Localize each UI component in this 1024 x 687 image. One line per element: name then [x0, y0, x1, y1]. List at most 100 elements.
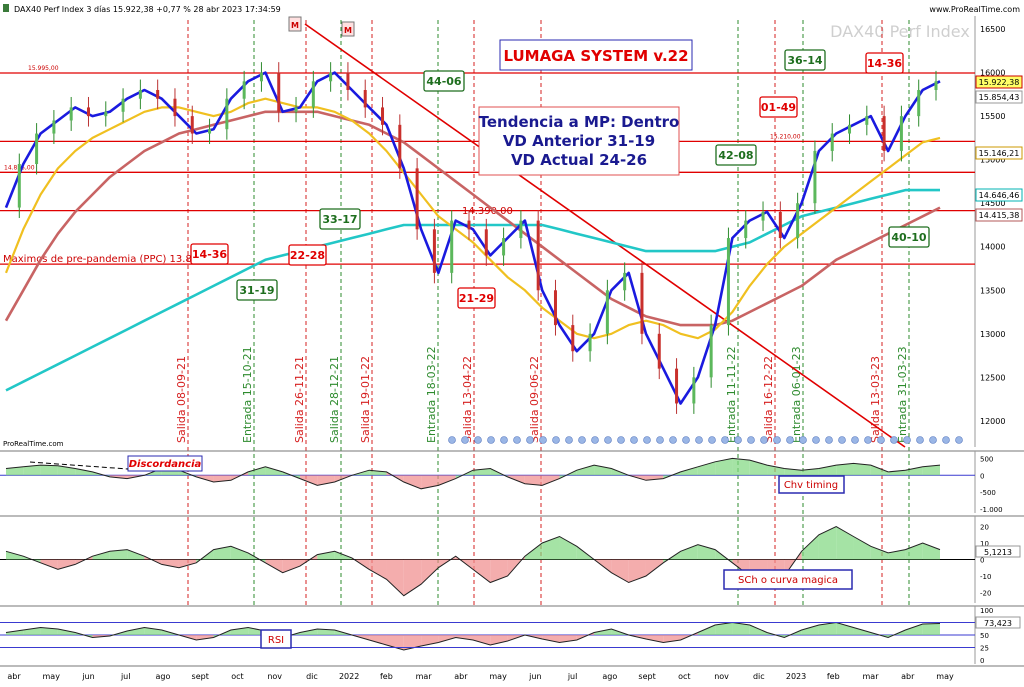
- panel-fill: [75, 468, 93, 476]
- panel-fill: [161, 559, 179, 568]
- event-icon: [578, 436, 586, 444]
- signal-score-box: [190, 243, 229, 265]
- event-icon: [747, 436, 755, 444]
- panel-fill: [40, 465, 58, 476]
- candle-body: [190, 116, 194, 134]
- x-axis-label: oct: [231, 672, 243, 681]
- chv-label: Chv timing: [784, 480, 838, 491]
- event-icon: [643, 436, 651, 444]
- candle-body: [917, 90, 921, 117]
- panel-fill: [559, 536, 577, 560]
- panel-fill: [57, 559, 76, 570]
- panel-fill: [628, 559, 646, 583]
- event-icon: [526, 436, 534, 444]
- panel-fill: [576, 465, 595, 476]
- panel-fill: [697, 461, 716, 476]
- event-icon: [552, 436, 560, 444]
- price-badge-label: 15.854,43: [979, 93, 1020, 102]
- level-label-15995: 15.995,00: [28, 65, 59, 72]
- event-icon: [487, 436, 495, 444]
- x-axis-label: jun: [81, 672, 94, 681]
- panel-fill: [421, 559, 439, 585]
- level-label-14390: 14.390,00: [462, 206, 513, 217]
- rsi-label: RSI: [268, 635, 284, 646]
- panel-fill: [6, 466, 24, 476]
- candle-body: [225, 98, 229, 130]
- candle-body: [398, 124, 402, 169]
- trend-box-line: VD Anterior 31-19: [503, 132, 655, 150]
- panel-fill: [905, 466, 923, 476]
- panel-fill: [732, 622, 750, 635]
- panel-fill: [403, 475, 422, 489]
- rsi-badge: [975, 616, 1021, 629]
- panel-fill: [300, 475, 318, 486]
- panel-fill: [40, 627, 58, 635]
- candle-body: [778, 211, 782, 239]
- signal-label: Salida 26-11-21: [293, 356, 306, 443]
- event-icon: [760, 436, 768, 444]
- event-icon: [708, 436, 716, 444]
- x-axis-label: ago: [602, 672, 617, 681]
- y-tick-label: 13500: [980, 286, 1005, 295]
- x-axis-label: oct: [678, 672, 690, 681]
- candle-body: [329, 72, 333, 82]
- panel-tick: -10: [980, 573, 991, 581]
- panel-fill: [438, 635, 456, 643]
- x-axis-label: dic: [306, 672, 318, 681]
- event-icon: [695, 436, 703, 444]
- candle-body: [259, 72, 263, 82]
- price-badge-label: 14.646,46: [979, 191, 1020, 200]
- signal-score-box: [288, 244, 327, 266]
- price-badge-label: 15.922,38: [979, 78, 1020, 87]
- panel-fill: [836, 622, 854, 635]
- x-axis-label: ago: [156, 672, 171, 681]
- event-icon: [630, 436, 638, 444]
- header-bar: [0, 0, 1024, 16]
- x-axis-label: sept: [638, 672, 655, 681]
- signal-score-label: 01-49: [761, 101, 796, 114]
- candle-body: [381, 107, 385, 125]
- discordancia-line: [29, 461, 129, 470]
- panel-fill: [438, 475, 456, 486]
- panel-tick: 0: [980, 657, 984, 665]
- panel-fill: [749, 625, 768, 635]
- signal-score-label: 44-06: [426, 75, 462, 88]
- x-axis-label: jul: [120, 672, 131, 681]
- panel-fill: [57, 629, 76, 635]
- panel-fill: [905, 543, 923, 560]
- panel-fill: [801, 625, 819, 635]
- signal-score-label: 14-36: [192, 248, 228, 261]
- event-icon: [461, 436, 469, 444]
- signal-score-box: [457, 287, 496, 309]
- m-marker: [341, 21, 355, 37]
- moving-average-line: [5, 188, 940, 392]
- candle-body: [277, 72, 281, 112]
- panel-fill: [473, 635, 491, 645]
- panel-fill: [196, 635, 214, 640]
- panel-fill: [282, 559, 301, 573]
- panel-fill: [369, 470, 387, 476]
- signal-label: Salida 16-12-22: [762, 356, 775, 443]
- x-axis-label: may: [489, 672, 507, 681]
- rsi-badge-label: 73,423: [984, 619, 1012, 628]
- trend-box-line: Tendencia a MP: Dentro: [479, 113, 680, 131]
- signal-score-box: [319, 208, 361, 230]
- panel-fill: [178, 559, 197, 568]
- event-icon: [812, 436, 820, 444]
- signal-score-label: 31-19: [239, 284, 274, 297]
- footer-brand: ProRealTime.com: [3, 440, 64, 448]
- panel-tick: 0: [980, 557, 984, 565]
- y-tick-label: 16000: [980, 69, 1005, 78]
- signal-score-box: [759, 96, 798, 118]
- panel-fill: [680, 466, 698, 476]
- y-tick-label: 16500: [980, 25, 1005, 34]
- x-axis-label: may: [43, 672, 61, 681]
- panel-fill: [40, 559, 58, 570]
- signal-label: Salida 13-04-22: [461, 356, 474, 443]
- signal-label: Salida 28-12-21: [328, 356, 341, 443]
- signal-score-box: [888, 226, 930, 248]
- event-icon: [721, 436, 729, 444]
- panel-line: [5, 621, 941, 651]
- panel-tick: 20: [980, 524, 989, 532]
